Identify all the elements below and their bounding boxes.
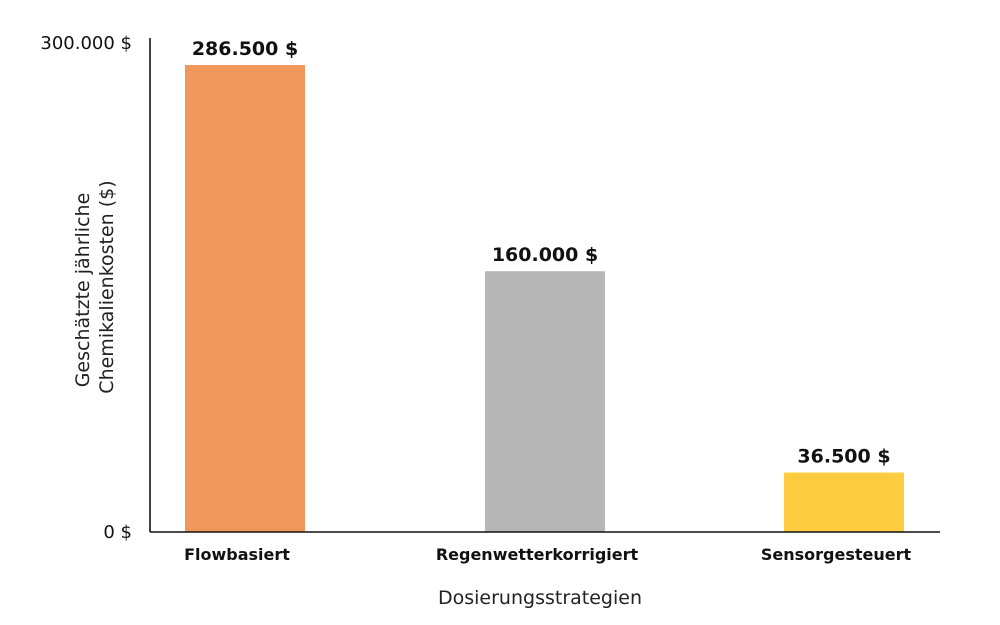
bars-group [185,65,904,532]
data-label-2: 36.500 $ [797,446,890,468]
y-axis-title: Geschätzte jährliche Chemikalienkosten (… [72,180,118,393]
category-labels-group: Flowbasiert Regenwetterkorrigiert Sensorge… [184,545,911,564]
y-tick-label-1: 300.000 $ [40,33,132,54]
category-label-1: Regenwetterkorrigiert [436,545,639,564]
data-labels-group: 286.500 $ 160.000 $ 36.500 $ [192,38,891,468]
y-axis-title-line-2: Chemikalienkosten ($) [96,180,118,393]
y-tick-labels-group: 0 $ 300.000 $ [40,33,132,543]
data-label-0: 286.500 $ [192,38,298,60]
y-axis-title-line-1: Geschätzte jährliche [72,193,94,388]
data-label-1: 160.000 $ [492,244,598,266]
category-label-0: Flowbasiert [184,545,290,564]
x-axis-title: Dosierungsstrategien [438,587,642,609]
bar-2 [784,472,904,532]
category-label-2: Sensorgesteuert [761,545,912,564]
bar-1 [485,271,605,532]
y-tick-label-0: 0 $ [103,522,132,543]
bar-0 [185,65,305,532]
